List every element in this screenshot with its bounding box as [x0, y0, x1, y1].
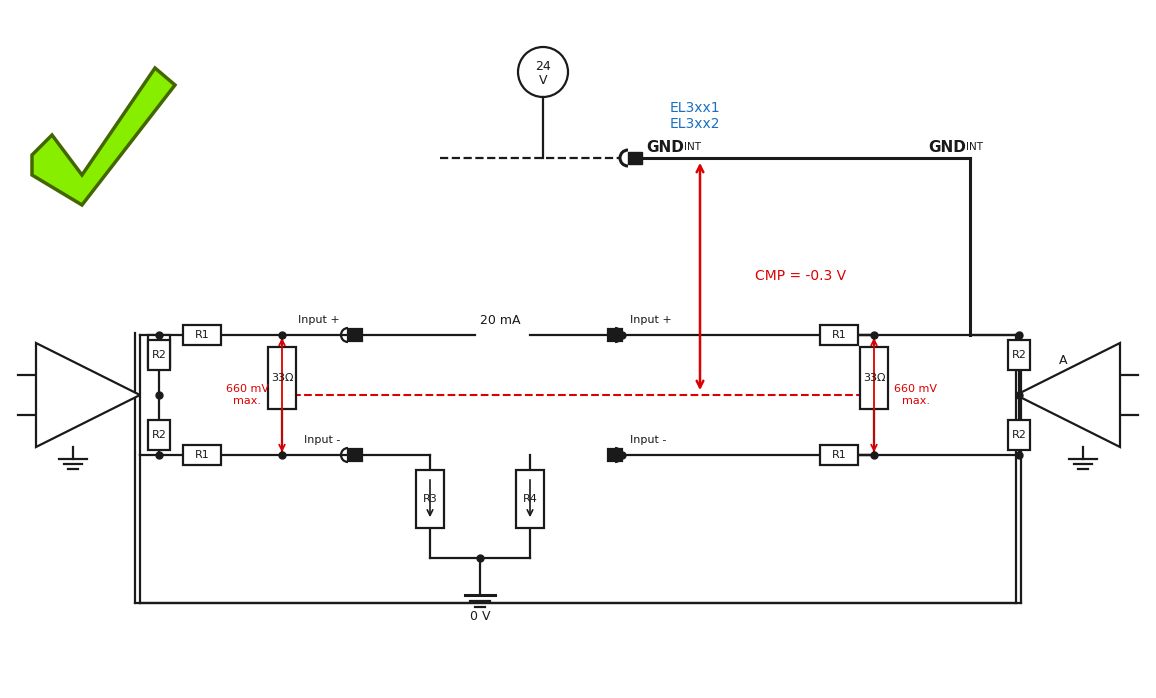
Text: R1: R1 — [194, 330, 209, 340]
Bar — [348, 329, 362, 341]
Polygon shape — [1016, 343, 1120, 447]
Bar — [148, 335, 170, 367]
Text: 0 V: 0 V — [469, 611, 490, 623]
Text: EL3xx1: EL3xx1 — [669, 101, 720, 115]
Bar — [820, 445, 858, 465]
Text: V: V — [539, 73, 547, 87]
Text: Input +: Input + — [298, 315, 340, 325]
Text: GND: GND — [646, 140, 684, 154]
Text: 660 mV
max.: 660 mV max. — [225, 384, 268, 406]
Bar — [348, 449, 362, 461]
Text: INT: INT — [684, 142, 701, 152]
Bar — [608, 449, 622, 461]
Polygon shape — [36, 343, 140, 447]
Text: R1: R1 — [831, 450, 846, 460]
Text: 33Ω: 33Ω — [271, 373, 294, 383]
Text: 20 mA: 20 mA — [480, 313, 520, 327]
Text: 24: 24 — [535, 61, 551, 73]
Bar — [1008, 340, 1030, 370]
Bar — [148, 340, 170, 370]
Bar — [1008, 420, 1030, 450]
Text: 33Ω: 33Ω — [862, 373, 885, 383]
Text: EL3xx2: EL3xx2 — [669, 117, 720, 131]
Text: R3: R3 — [423, 494, 437, 504]
Text: INT: INT — [966, 142, 983, 152]
Bar — [148, 420, 170, 450]
Bar — [860, 347, 888, 409]
Text: CMP = -0.3 V: CMP = -0.3 V — [755, 269, 846, 283]
Polygon shape — [32, 68, 175, 205]
Bar — [416, 470, 444, 528]
Text: Input +: Input + — [630, 315, 672, 325]
Bar — [183, 445, 221, 465]
Text: A: A — [1059, 353, 1067, 366]
Text: R2: R2 — [1012, 430, 1027, 440]
Text: R4: R4 — [523, 494, 538, 504]
Text: R2: R2 — [151, 350, 166, 360]
Text: Input -: Input - — [304, 435, 340, 445]
Text: GND: GND — [928, 140, 966, 154]
Text: R2: R2 — [151, 430, 166, 440]
Bar — [516, 470, 544, 528]
Bar — [268, 347, 296, 409]
Bar — [183, 325, 221, 345]
Text: R1: R1 — [194, 450, 209, 460]
Text: R1: R1 — [831, 330, 846, 340]
Bar — [608, 329, 622, 341]
Text: Input -: Input - — [630, 435, 666, 445]
Bar — [628, 152, 642, 164]
Text: R2: R2 — [1012, 350, 1027, 360]
Bar — [820, 325, 858, 345]
Text: 660 mV
max.: 660 mV max. — [895, 384, 938, 406]
